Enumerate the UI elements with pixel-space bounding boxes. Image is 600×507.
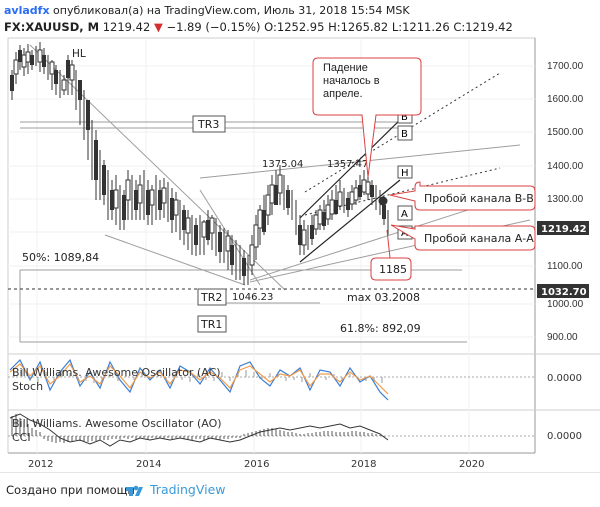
ao-histogram <box>11 414 385 443</box>
price-tick: 1000.00 <box>547 299 584 310</box>
main-annotations: HL 50%: 1089,84 61.8%: 892,09 max 03.200… <box>22 48 421 335</box>
callout-1185-text: 1185 <box>379 263 407 276</box>
hl-label: HL <box>72 48 86 60</box>
price-tick: 1700.00 <box>547 61 584 72</box>
high-2017-label: 1357.47 <box>327 159 368 170</box>
tag-a: A <box>401 209 408 220</box>
tradingview-logo-icon[interactable] <box>125 482 147 498</box>
time-axis-ticks: 2012 2014 2016 2018 2020 <box>28 459 484 470</box>
ac-histogram <box>13 369 383 384</box>
publish-line: avladfx опубликовал(а) на TradingView.co… <box>4 4 410 17</box>
tag-a-2: A <box>401 228 408 239</box>
price-change: −1.89 (−0.15%) <box>166 20 261 34</box>
footer: Создано при помощи TradingView <box>0 472 600 507</box>
made-with-label: Создано при помощи <box>6 483 135 497</box>
cci-pane-label[interactable]: CCI <box>12 431 31 444</box>
time-tick: 2012 <box>28 459 53 470</box>
tr-boxes[interactable]: TR3 TR2 TR1 <box>192 115 227 333</box>
fib-618-label: 61.8%: 892,09 <box>340 322 421 335</box>
callout-bb[interactable]: Пробой канала В-В <box>389 181 536 211</box>
cci-line <box>9 413 389 447</box>
callout-bb-text: Пробой канала В-В <box>424 192 534 205</box>
level-badge-text: 1032.70 <box>541 287 587 298</box>
price-tick: 1100.00 <box>547 261 583 272</box>
chart-header: avladfx опубликовал(а) на TradingView.co… <box>0 0 600 40</box>
last-price-badge-text: 1219.42 <box>541 224 587 235</box>
tag-h: H <box>401 168 409 179</box>
price-tick: 900.00 <box>547 332 578 343</box>
price-tick: 1400.00 <box>547 161 584 172</box>
down-arrow-icon: ▼ <box>153 20 163 34</box>
callout-aa-text: Пробой канала А-А <box>424 232 534 245</box>
tr3-label: TR3 <box>197 118 219 131</box>
time-tick: 2014 <box>136 459 161 470</box>
channel-b[interactable] <box>299 114 406 263</box>
channel-tags[interactable]: B B H A A <box>397 108 413 240</box>
high-2016-label: 1375.04 <box>262 159 303 170</box>
max-2008-label: max 03.2008 <box>347 291 420 304</box>
price-tick: 1300.00 <box>547 194 584 205</box>
ac-pane-label[interactable]: Bill Williams. Awesome Oscillator (AC) <box>12 366 221 379</box>
tag-b-bottom: B <box>401 129 408 140</box>
stoch-k-line <box>9 358 389 401</box>
chart-canvas[interactable]: 1700.00 1600.00 1500.00 1400.00 1300.00 … <box>0 36 600 472</box>
level-badge <box>537 284 589 298</box>
callout-fall-text: Падение началось в апреле. <box>323 62 380 100</box>
ao-axis-tick: 0.0000 <box>547 431 582 442</box>
time-tick: 2018 <box>351 459 376 470</box>
author-link[interactable]: avladfx <box>4 4 50 17</box>
stoch-d-line <box>9 362 389 395</box>
publish-text: опубликовал(а) на TradingView.com, Июль … <box>49 4 410 17</box>
last-price: 1219.42 <box>102 20 151 34</box>
ac-axis-tick: 0.0000 <box>547 373 582 384</box>
tr1-label: TR1 <box>200 318 222 331</box>
callout-1185[interactable]: 1185 <box>370 229 412 281</box>
callout-fall[interactable]: Падение началось в апреле. <box>312 57 422 178</box>
tr2-label: TR2 <box>200 291 222 304</box>
dotted-channel[interactable] <box>304 72 501 216</box>
tag-b-top: B <box>401 112 408 123</box>
stoch-pane-label[interactable]: Stoch <box>12 380 43 393</box>
tradingview-brand-link[interactable]: TradingView <box>150 482 226 497</box>
callout-aa[interactable]: Пробой канала А-А <box>390 224 536 251</box>
price-axis-ticks: 1700.00 1600.00 1500.00 1400.00 1300.00 … <box>547 61 584 343</box>
symbol-label[interactable]: FX:XAUUSD, M <box>4 20 100 34</box>
fib-50-label: 50%: 1089,84 <box>22 251 99 264</box>
time-tick: 2016 <box>244 459 269 470</box>
breakout-marker <box>378 196 388 206</box>
ao-pane-label[interactable]: Bill Williams. Awesome Oscillator (AO) <box>12 417 222 430</box>
symbol-line: FX:XAUUSD, M 1219.42 ▼ −1.89 (−0.15%) O:… <box>4 20 513 34</box>
low-2015-label: 1046.23 <box>232 292 273 303</box>
time-tick: 2020 <box>459 459 484 470</box>
ohlc-values: O:1252.95 H:1265.82 L:1211.26 C:1219.42 <box>264 20 513 34</box>
price-tick: 1500.00 <box>547 127 584 138</box>
candles <box>10 42 389 285</box>
price-tick: 1600.00 <box>547 94 584 105</box>
last-price-badge <box>537 221 589 235</box>
